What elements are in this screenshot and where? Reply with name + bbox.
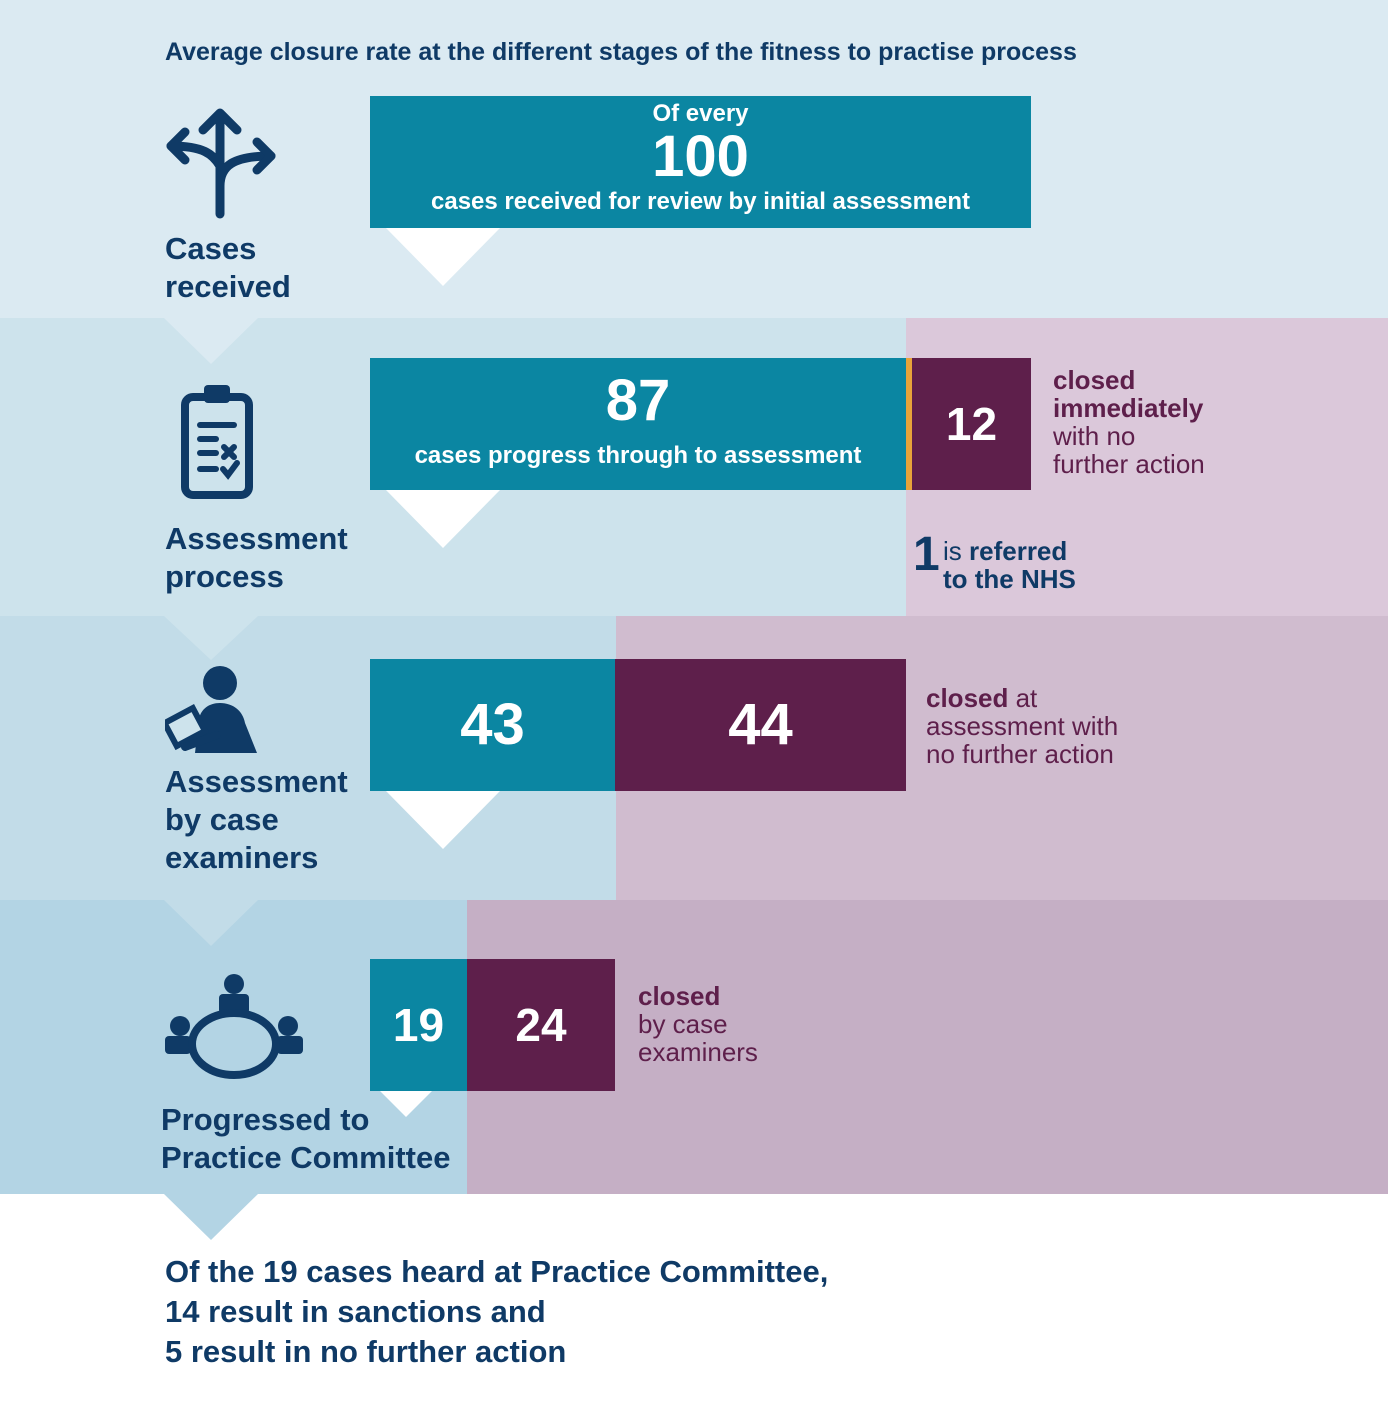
- closed-immediately-box: 12: [912, 358, 1031, 490]
- stage-label-line: examiners: [165, 840, 319, 875]
- stage-label-line: process: [165, 559, 284, 594]
- closed-at-assessment-box: 44: [615, 659, 906, 791]
- note-line: examiners: [638, 1037, 758, 1067]
- stage-label-line: Assessment: [165, 521, 348, 556]
- box-notch-3: [386, 791, 500, 849]
- stage-label-line: received: [165, 269, 291, 304]
- note-line: with no: [1053, 421, 1136, 451]
- closed-immediately-note: closed immediately with no further actio…: [1053, 366, 1205, 478]
- stage-label-line: by case: [165, 802, 279, 837]
- stage-label-cases-received: Cases received: [165, 230, 291, 306]
- box-notch-4: [380, 1091, 432, 1117]
- practice-committee-summary: Of the 19 cases heard at Practice Commit…: [165, 1252, 828, 1372]
- box-caption: cases progress through to assessment: [414, 442, 862, 469]
- case-examiners-progress-box: 43: [370, 659, 615, 791]
- person-reviewing-document-icon: [165, 665, 261, 755]
- stage-label-assessment-process: Assessment process: [165, 520, 348, 596]
- referral-pre: is: [943, 536, 969, 566]
- note-rest: at: [1008, 683, 1038, 713]
- committee-meeting-icon: [163, 972, 307, 1084]
- referral-bold: referred: [969, 536, 1068, 566]
- box-notch-1: [386, 228, 500, 286]
- band-pointer-3: [164, 900, 258, 946]
- closed-band-practice-committee: [467, 900, 1388, 1194]
- accent-divider: [906, 358, 912, 490]
- directions-arrows-icon: [163, 106, 279, 220]
- referral-line2: to the NHS: [943, 564, 1076, 594]
- nhs-referral-number: 1: [913, 528, 940, 581]
- note-bold: closed: [1053, 365, 1136, 395]
- stage-label-line: Assessment: [165, 764, 348, 799]
- stage-label-line: Progressed to: [161, 1102, 370, 1137]
- page-title: Average closure rate at the different st…: [165, 38, 1077, 66]
- note-bold: immediately: [1053, 393, 1204, 423]
- note-bold: closed: [926, 683, 1009, 713]
- box-value: 100: [652, 124, 749, 189]
- band-pointer-1: [164, 318, 258, 364]
- closed-at-assessment-note: closed at assessment with no further act…: [926, 684, 1118, 768]
- box-prefix: Of every: [652, 100, 749, 127]
- closed-by-examiners-box: 24: [467, 959, 615, 1091]
- band-pointer-2: [164, 616, 258, 660]
- cases-received-box: Of every 100 cases received for review b…: [370, 96, 1031, 228]
- summary-line: Of the 19 cases heard at Practice Commit…: [165, 1254, 829, 1289]
- note-line: further action: [1053, 449, 1205, 479]
- clipboard-checklist-icon: [180, 383, 254, 501]
- stage-label-case-examiners: Assessment by case examiners: [165, 763, 348, 877]
- note-line: by case: [638, 1009, 728, 1039]
- box-value: 87: [605, 368, 671, 433]
- note-line: assessment with: [926, 711, 1119, 741]
- band-pointer-4: [164, 1194, 258, 1240]
- note-bold: closed: [638, 981, 721, 1011]
- stage-label-line: Cases: [165, 231, 257, 266]
- stage-label-line: Practice Committee: [161, 1140, 451, 1175]
- summary-line: 5 result in no further action: [165, 1334, 567, 1369]
- summary-line: 14 result in sanctions and: [165, 1294, 546, 1329]
- stage-label-practice-committee: Progressed to Practice Committee: [161, 1101, 450, 1177]
- closed-by-examiners-note: closed by case examiners: [638, 982, 758, 1066]
- box-caption: cases received for review by initial ass…: [431, 188, 970, 215]
- nhs-referral-text: is referred to the NHS: [943, 537, 1076, 593]
- box-notch-2: [386, 490, 500, 548]
- assessment-progress-box: 87 cases progress through to assessment: [370, 358, 906, 490]
- note-line: no further action: [926, 739, 1114, 769]
- practice-committee-box: 19: [370, 959, 467, 1091]
